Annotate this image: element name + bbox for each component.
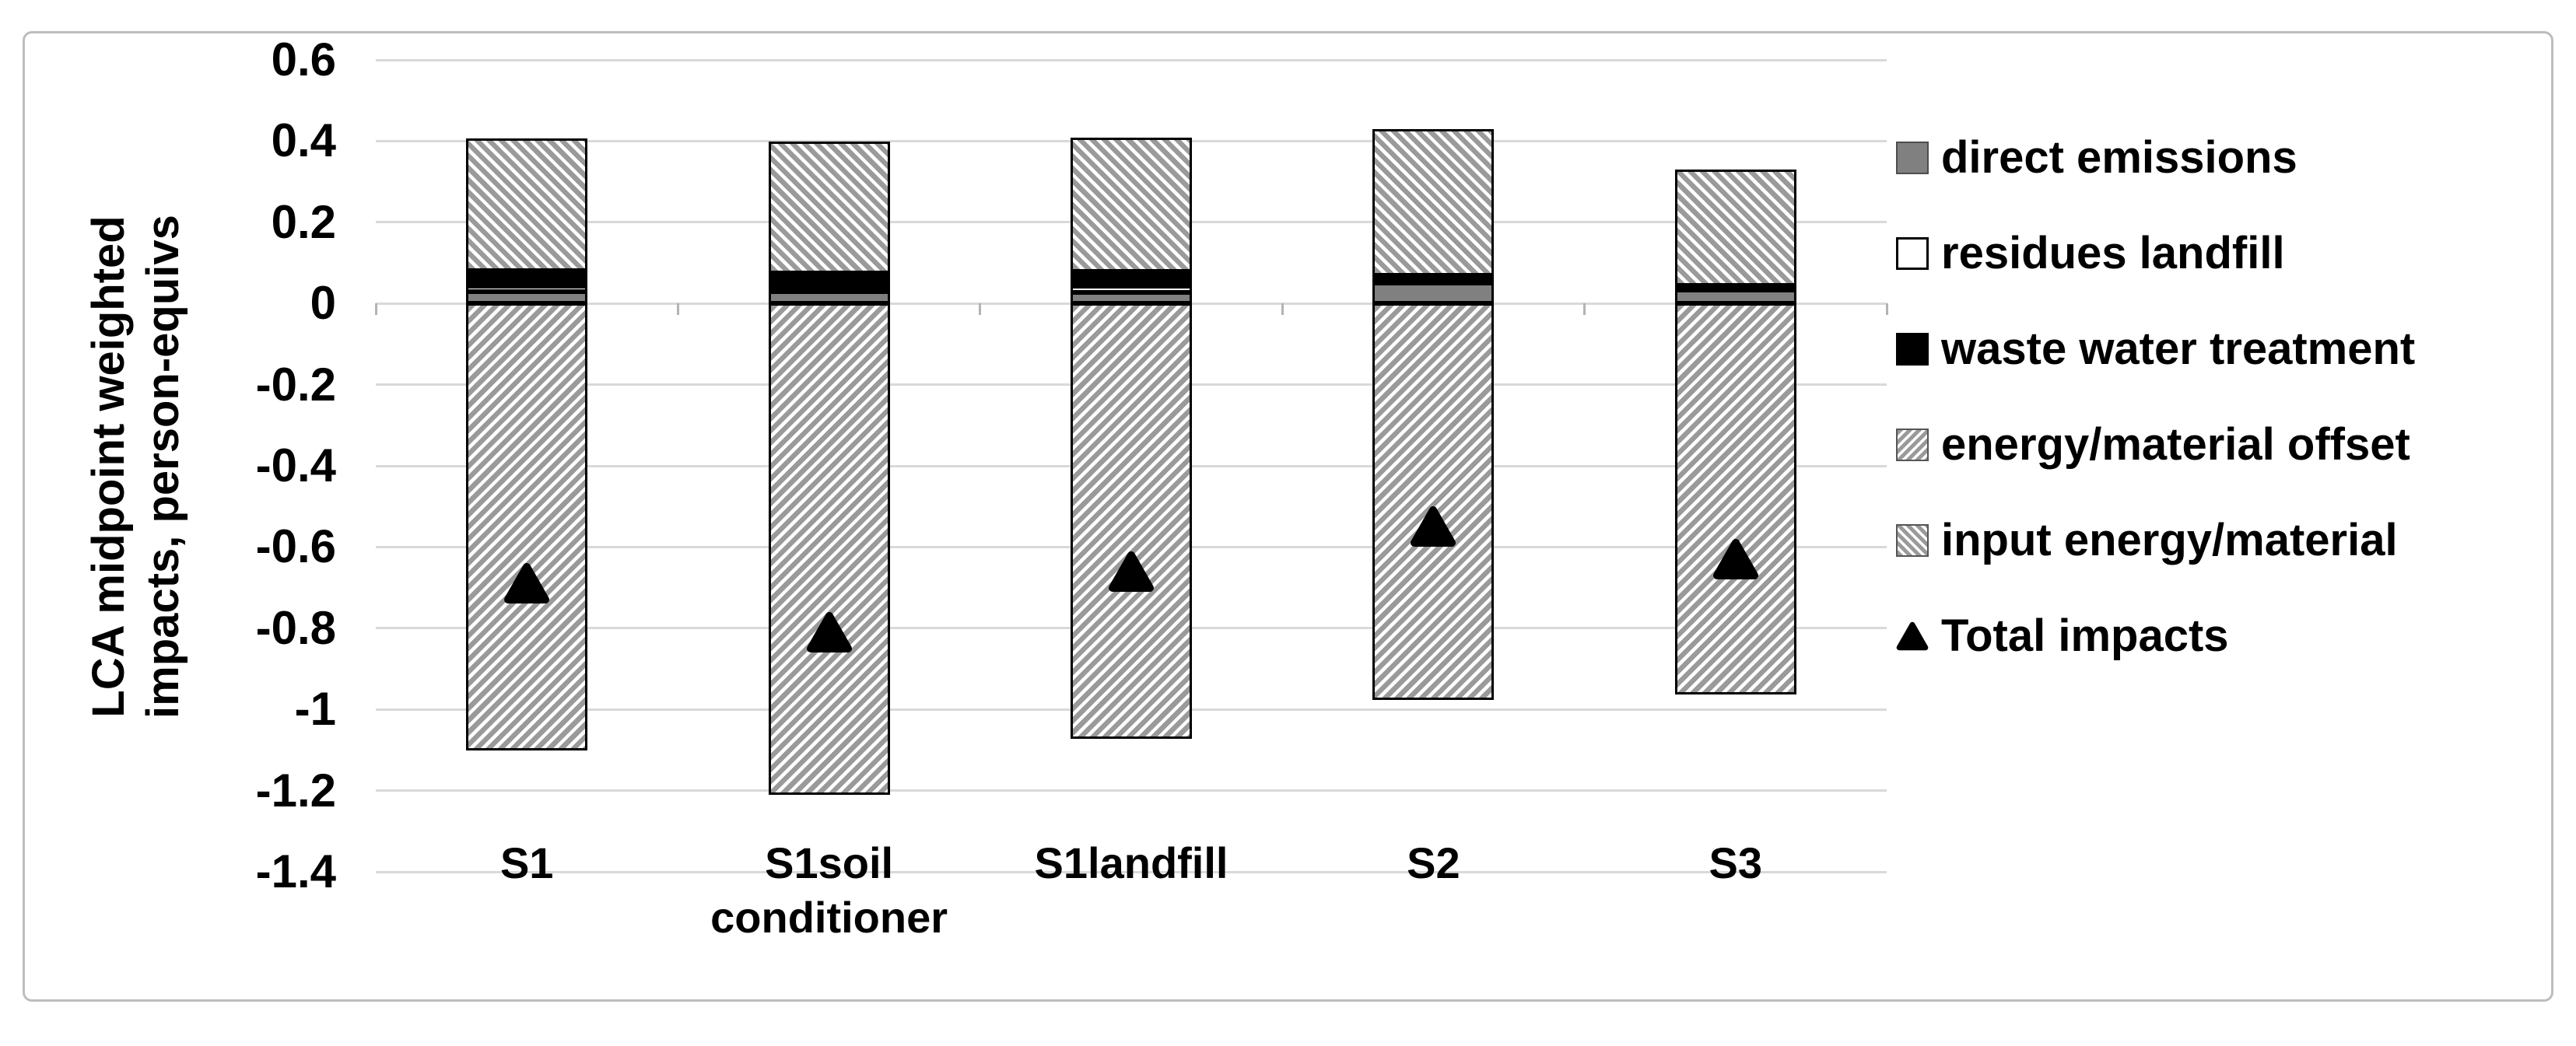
bar-segment-solid-black: [768, 273, 890, 288]
y-axis-tick-label: -0.6: [255, 520, 336, 573]
chart-legend: direct emissions residues landfill waste w…: [1896, 131, 2415, 663]
legend-item: residues landfill: [1896, 226, 2415, 281]
bar-segment-hatch-fwd: [466, 138, 588, 271]
bar-segment-hatch-fwd: [1372, 129, 1495, 276]
bar-segment-solid-white: [1071, 286, 1192, 293]
legend-swatch-solid-black-icon: [1896, 333, 1929, 366]
legend-swatch-solid-white-icon: [1896, 237, 1929, 270]
category-axis-tick: [374, 303, 377, 316]
legend-item: Total impacts: [1896, 609, 2415, 663]
legend-item: waste water treatment: [1896, 322, 2415, 376]
legend-label: residues landfill: [1941, 228, 2285, 278]
x-axis-category-label: S3: [1709, 838, 1763, 887]
legend-swatch-hatch-back-icon: [1896, 429, 1929, 461]
bar-segment-solid-gray: [768, 292, 890, 304]
bar-segment-solid-gray: [1674, 289, 1796, 304]
x-axis-category-label: S1soil conditioner: [710, 838, 948, 942]
y-axis-tick-label: -0.4: [255, 439, 336, 492]
bar-segment-hatch-back: [768, 303, 890, 796]
bar-segment-hatch-fwd: [1071, 138, 1192, 272]
legend-label: direct emissions: [1941, 132, 2297, 183]
category-axis-tick: [676, 303, 679, 316]
bar-segment-hatch-back: [466, 303, 588, 750]
bar-segment-solid-black: [1071, 271, 1192, 287]
legend-label: input energy/material: [1941, 515, 2398, 565]
y-axis-tick-label: 0.2: [271, 195, 336, 248]
y-axis-tick-label: 0: [310, 277, 336, 330]
total-impacts-marker: [1712, 538, 1759, 580]
category-axis-tick: [1281, 303, 1284, 316]
legend-item: energy/material offset: [1896, 418, 2415, 472]
legend-item: input energy/material: [1896, 513, 2415, 568]
bar-segment-hatch-back: [1071, 303, 1192, 740]
gridline: [376, 870, 1887, 873]
bar-segment-solid-black: [1674, 285, 1796, 290]
y-axis-tick-label: -1.4: [255, 845, 336, 897]
y-axis-tick-label: 0.4: [271, 114, 336, 167]
legend-swatch-solid-gray-icon: [1896, 142, 1929, 174]
gridline: [376, 58, 1887, 61]
bar-segment-solid-gray: [466, 292, 588, 304]
y-axis-tick-label: -1: [294, 683, 336, 736]
bar-segment-hatch-fwd: [768, 142, 890, 274]
legend-label: waste water treatment: [1941, 324, 2416, 374]
category-axis-tick: [1583, 303, 1586, 316]
total-impacts-marker: [503, 562, 550, 604]
legend-swatch-hatch-fwd-icon: [1896, 524, 1929, 557]
total-impacts-marker: [1108, 551, 1155, 593]
bar-segment-solid-gray: [1372, 283, 1495, 304]
category-axis-tick: [979, 303, 982, 316]
x-axis-category-label: S2: [1407, 838, 1460, 887]
bar-segment-solid-gray: [1071, 292, 1192, 304]
y-axis-tick-label: -1.2: [255, 764, 336, 817]
y-axis-tick-label: -0.2: [255, 358, 336, 411]
bar-segment-hatch-back: [1674, 303, 1796, 694]
legend-label: Total impacts: [1941, 610, 2229, 661]
legend-label: energy/material offset: [1941, 419, 2410, 470]
legend-swatch-triangle-icon: [1896, 620, 1929, 652]
bar-segment-solid-white: [466, 286, 588, 292]
total-impacts-marker: [1410, 506, 1456, 547]
bar-segment-solid-white: [768, 287, 890, 292]
y-axis-tick-label: -0.8: [255, 601, 336, 654]
x-axis-category-label: S1landfill: [1034, 838, 1228, 887]
bar-segment-solid-black: [466, 271, 588, 287]
category-axis-tick: [1885, 303, 1888, 316]
bar-segment-hatch-fwd: [1674, 169, 1796, 285]
figure-border: [23, 31, 2553, 1002]
bar-segment-hatch-back: [1372, 303, 1495, 701]
gridline: [376, 789, 1887, 792]
x-axis-category-label: S1: [499, 838, 554, 887]
bar-segment-solid-black: [1372, 275, 1495, 284]
y-axis-tick-label: 0.6: [271, 33, 336, 86]
legend-item: direct emissions: [1896, 131, 2415, 185]
total-impacts-marker: [806, 611, 853, 653]
